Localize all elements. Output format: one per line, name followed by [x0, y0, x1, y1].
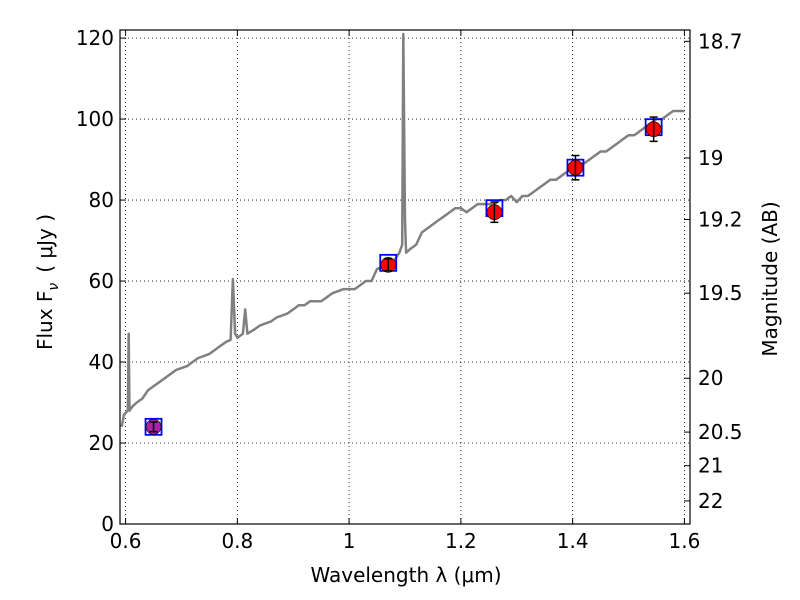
y2-tick-label: 19 [698, 146, 723, 170]
y2-tick-label: 19.5 [698, 281, 743, 305]
spectrum-line [120, 32, 685, 428]
plot-frame [119, 29, 691, 525]
observed-points-series [145, 116, 662, 435]
x-tick-label: 1.6 [669, 529, 701, 553]
x-axis-label: Wavelength λ (μm) [310, 563, 501, 587]
y-axis-label-main: Flux F [33, 291, 57, 350]
x-tick-label: 1.2 [445, 529, 477, 553]
y-axis-label-sub: ν [46, 283, 62, 291]
y-axis-label: Flux Fν ( μJy ) [33, 214, 62, 350]
y-tick-label: 100 [76, 107, 114, 131]
x-tick-label: 0.6 [110, 529, 142, 553]
y2-tick-label: 19.2 [698, 208, 743, 232]
y-tick-label: 40 [89, 350, 114, 374]
y-axis-label-unit: ( μJy ) [33, 214, 57, 273]
axis-ticks: 0.6 0.8 1 1.2 1.4 1.6 0 20 40 60 80 100 120 18.7 19 19.… [76, 26, 743, 553]
y-tick-label: 120 [76, 26, 114, 50]
spectrum-series [120, 32, 685, 428]
y-tick-label: 20 [89, 431, 114, 455]
x-tick-label: 1.4 [557, 529, 589, 553]
y2-tick-label: 20.5 [698, 420, 743, 444]
right-axis-label: Magnitude (AB) [758, 201, 782, 356]
y2-tick-label: 22 [698, 489, 723, 513]
y2-tick-label: 21 [698, 454, 723, 478]
x-tick-label: 1 [343, 529, 356, 553]
x-tick-label: 0.8 [221, 529, 253, 553]
y-tick-label: 80 [89, 188, 114, 212]
y2-tick-label: 20 [698, 366, 723, 390]
y-tick-label: 60 [89, 269, 114, 293]
model-square-marker [144, 417, 163, 436]
y-tick-label: 0 [101, 512, 114, 536]
y2-tick-label: 18.7 [698, 29, 743, 53]
